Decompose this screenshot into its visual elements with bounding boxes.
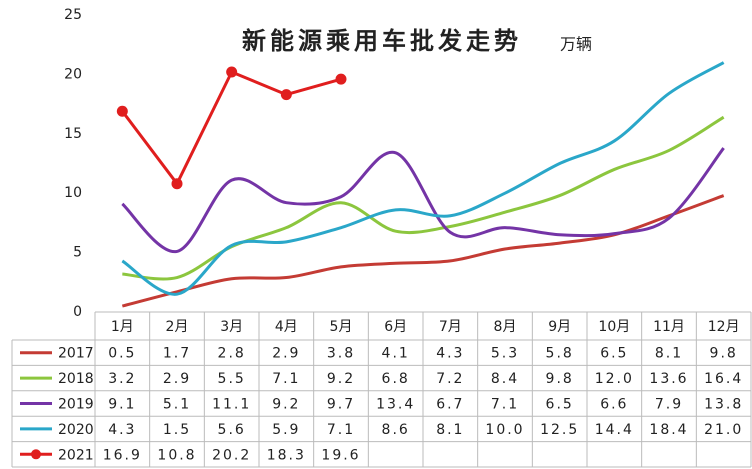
table-cell: 18.4 xyxy=(649,422,688,438)
table-cell: 8.6 xyxy=(382,422,410,438)
x-tick-label: 9月 xyxy=(548,319,571,335)
series-marker xyxy=(171,178,183,190)
table-cell: 13.4 xyxy=(376,397,415,413)
x-tick-label: 8月 xyxy=(494,319,517,335)
table-cell: 12.0 xyxy=(595,371,634,387)
table-cell: 5.3 xyxy=(491,346,519,362)
legend-label: 2021 xyxy=(58,447,94,463)
table-cell: 21.0 xyxy=(704,422,743,438)
table-cell: 8.1 xyxy=(436,422,464,438)
table-cell: 5.5 xyxy=(218,371,246,387)
legend-label: 2017 xyxy=(58,346,94,362)
y-tick-label: 25 xyxy=(64,7,82,23)
table-cell: 16.4 xyxy=(704,371,743,387)
x-tick-label: 7月 xyxy=(439,319,462,335)
legend-marker xyxy=(31,449,41,460)
table-cell: 6.5 xyxy=(600,346,628,362)
series-marker xyxy=(335,73,347,85)
table-cell: 19.6 xyxy=(321,447,360,463)
table-cell: 9.2 xyxy=(327,371,355,387)
table-cell: 8.1 xyxy=(655,346,683,362)
x-tick-label: 2月 xyxy=(166,319,189,335)
x-tick-label: 4月 xyxy=(275,319,298,335)
table-cell: 6.6 xyxy=(600,397,628,413)
unit-label: 万辆 xyxy=(560,35,592,54)
table-cell: 8.4 xyxy=(491,371,519,387)
table-cell: 5.9 xyxy=(272,422,300,438)
chart-title: 新能源乘用车批发走势 xyxy=(242,27,522,55)
table-cell: 7.1 xyxy=(327,422,355,438)
x-tick-label: 1月 xyxy=(111,319,134,335)
legend-label: 2019 xyxy=(58,397,94,413)
y-tick-label: 0 xyxy=(73,304,82,320)
table-cell: 5.6 xyxy=(218,422,246,438)
table-cell: 6.7 xyxy=(436,397,464,413)
y-tick-label: 5 xyxy=(73,245,82,261)
table-cell: 16.9 xyxy=(103,447,142,463)
table-cell: 1.7 xyxy=(163,346,191,362)
table-cell: 12.5 xyxy=(540,422,579,438)
series-marker xyxy=(116,105,128,117)
table-cell: 5.1 xyxy=(163,397,191,413)
table-cell: 9.7 xyxy=(327,397,355,413)
table-cell: 10.0 xyxy=(485,422,524,438)
table-cell: 7.1 xyxy=(491,397,519,413)
table-cell: 11.1 xyxy=(212,397,251,413)
table-cell: 3.2 xyxy=(108,371,136,387)
table-cell: 13.6 xyxy=(649,371,688,387)
legend-label: 2018 xyxy=(58,371,94,387)
table-cell: 14.4 xyxy=(595,422,634,438)
x-tick-label: 12月 xyxy=(708,319,740,335)
series-line xyxy=(121,147,725,253)
table-cell: 0.5 xyxy=(108,346,136,362)
table-cell: 2.9 xyxy=(272,346,300,362)
x-tick-label: 6月 xyxy=(384,319,407,335)
table-cell: 9.8 xyxy=(710,346,738,362)
table-cell: 9.8 xyxy=(546,371,574,387)
table-cell: 20.2 xyxy=(212,447,251,463)
table-cell: 7.1 xyxy=(272,371,300,387)
x-tick-label: 5月 xyxy=(330,319,353,335)
series-marker xyxy=(280,89,292,101)
table-cell: 7.2 xyxy=(436,371,464,387)
table-cell: 10.8 xyxy=(157,447,196,463)
table-cell: 6.8 xyxy=(382,371,410,387)
series-line xyxy=(121,61,725,296)
series-marker xyxy=(226,66,238,78)
table-cell: 18.3 xyxy=(267,447,306,463)
y-tick-label: 15 xyxy=(64,126,82,142)
table-cell: 5.8 xyxy=(546,346,574,362)
table-cell: 7.9 xyxy=(655,397,683,413)
table-cell: 9.1 xyxy=(108,397,136,413)
table-cell: 2.9 xyxy=(163,371,191,387)
table-cell: 4.1 xyxy=(382,346,410,362)
table-cell: 9.2 xyxy=(272,397,300,413)
y-tick-label: 20 xyxy=(64,66,82,82)
table-cell: 3.8 xyxy=(327,346,355,362)
table-cell: 1.5 xyxy=(163,422,191,438)
legend-label: 2020 xyxy=(58,422,94,438)
x-tick-label: 3月 xyxy=(220,319,243,335)
x-tick-label: 11月 xyxy=(653,319,685,335)
x-tick-label: 10月 xyxy=(598,319,630,335)
table-cell: 13.8 xyxy=(704,397,743,413)
table-cell: 6.5 xyxy=(546,397,574,413)
table-cell: 4.3 xyxy=(436,346,464,362)
table-cell: 4.3 xyxy=(108,422,136,438)
table-cell: 2.8 xyxy=(218,346,246,362)
y-tick-label: 10 xyxy=(64,185,82,201)
